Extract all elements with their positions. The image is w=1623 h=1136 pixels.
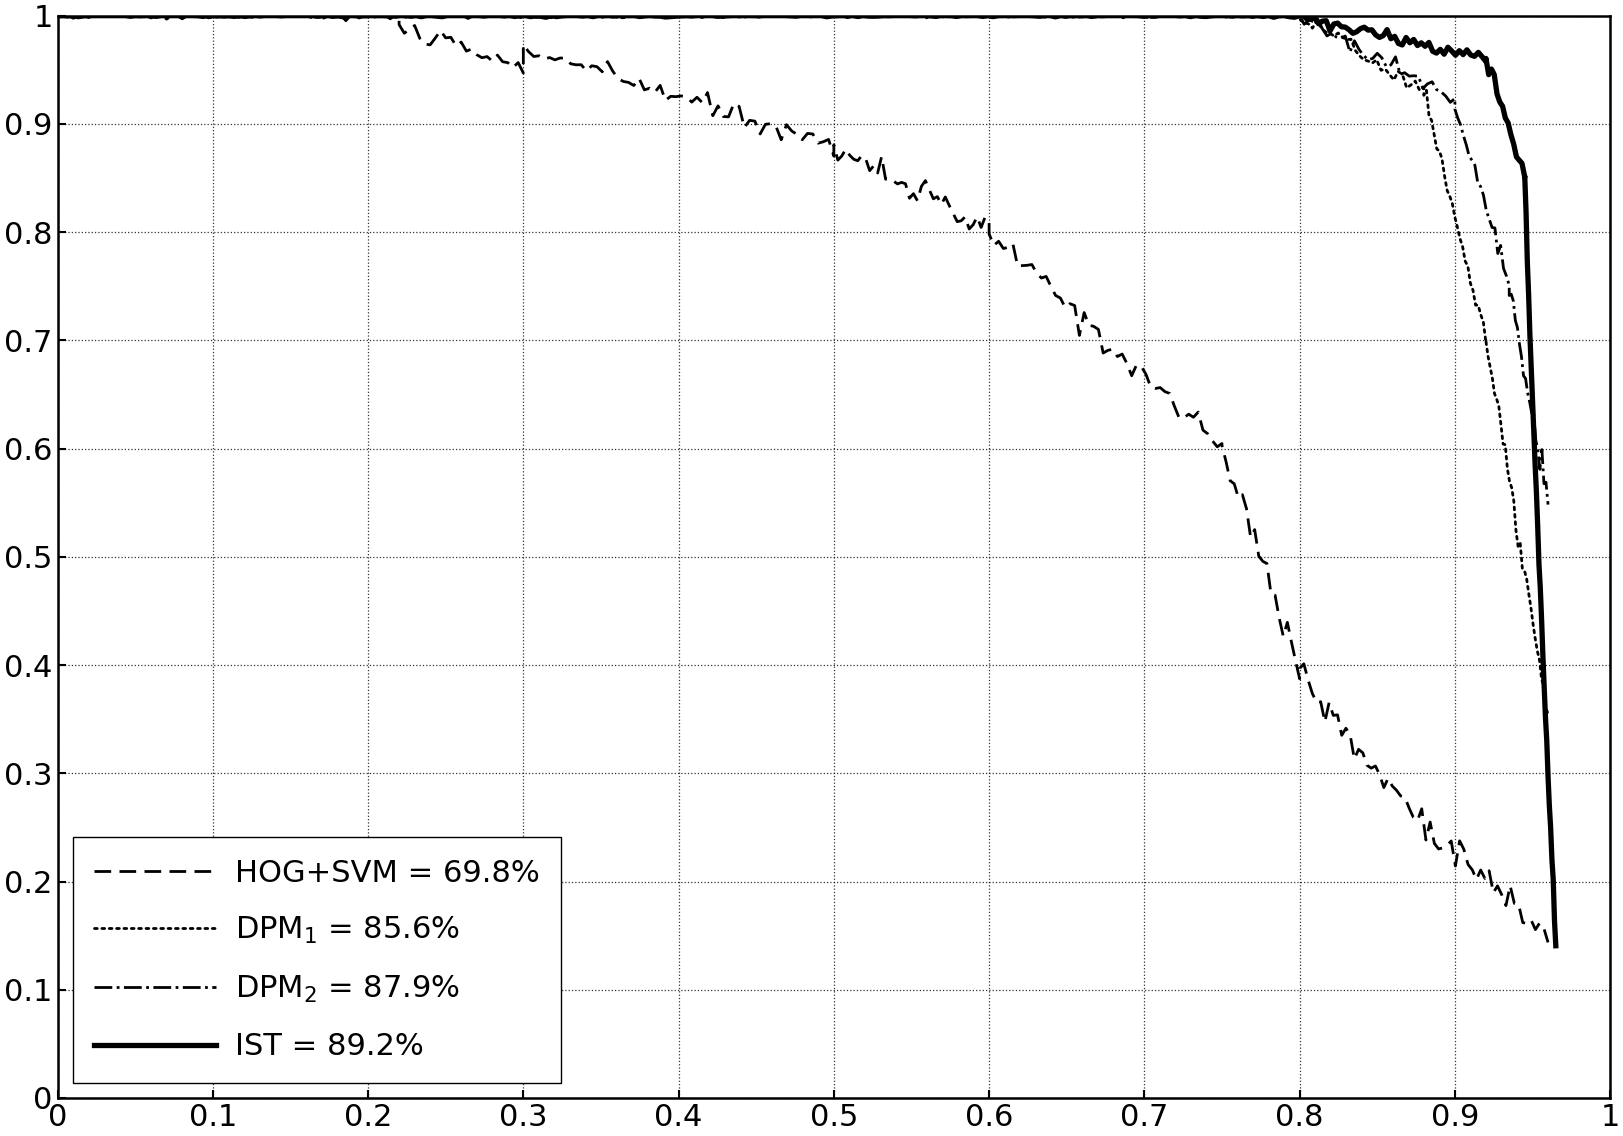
IST = 89.2%	[188, 9, 208, 23]
HOG+SVM = 69.8%	[787, 127, 807, 141]
DPM$_2$ = 87.9%	[47, 10, 67, 24]
DPM$_1$ = 85.6%	[385, 10, 404, 24]
DPM$_2$ = 87.9%	[1511, 350, 1530, 364]
Line: IST = 89.2%: IST = 89.2%	[57, 16, 1555, 946]
IST = 89.2%	[1475, 55, 1495, 68]
DPM$_2$ = 87.9%	[1050, 9, 1070, 23]
DPM$_1$ = 85.6%	[375, 9, 394, 23]
IST = 89.2%	[245, 9, 265, 23]
HOG+SVM = 69.8%	[1045, 289, 1065, 302]
DPM$_2$ = 87.9%	[946, 9, 966, 23]
DPM$_2$ = 87.9%	[54, 9, 73, 23]
IST = 89.2%	[63, 9, 83, 23]
Line: DPM$_1$ = 85.6%: DPM$_1$ = 85.6%	[57, 16, 1547, 713]
IST = 89.2%	[47, 9, 67, 23]
IST = 89.2%	[99, 9, 118, 23]
DPM$_1$ = 85.6%	[505, 10, 524, 24]
Legend: HOG+SVM = 69.8%, DPM$_1$ = 85.6%, DPM$_2$ = 87.9%, IST = 89.2%: HOG+SVM = 69.8%, DPM$_1$ = 85.6%, DPM$_2…	[73, 837, 560, 1083]
Line: HOG+SVM = 69.8%: HOG+SVM = 69.8%	[338, 16, 1547, 943]
IST = 89.2%	[1545, 939, 1565, 953]
DPM$_2$ = 87.9%	[1154, 9, 1173, 23]
HOG+SVM = 69.8%	[1188, 406, 1208, 419]
HOG+SVM = 69.8%	[328, 9, 347, 23]
DPM$_1$ = 85.6%	[1537, 707, 1556, 720]
DPM$_1$ = 85.6%	[1444, 210, 1464, 224]
DPM$_2$ = 87.9%	[1144, 9, 1164, 23]
DPM$_1$ = 85.6%	[245, 9, 265, 23]
HOG+SVM = 69.8%	[1537, 936, 1556, 950]
DPM$_1$ = 85.6%	[47, 9, 67, 23]
DPM$_2$ = 87.9%	[1537, 498, 1556, 511]
DPM$_1$ = 85.6%	[1462, 284, 1482, 298]
HOG+SVM = 69.8%	[518, 44, 537, 58]
Line: DPM$_2$ = 87.9%: DPM$_2$ = 87.9%	[57, 16, 1547, 504]
DPM$_2$ = 87.9%	[94, 10, 114, 24]
IST = 89.2%	[1530, 612, 1550, 626]
HOG+SVM = 69.8%	[372, 9, 391, 23]
IST = 89.2%	[1123, 9, 1143, 23]
HOG+SVM = 69.8%	[682, 95, 701, 109]
